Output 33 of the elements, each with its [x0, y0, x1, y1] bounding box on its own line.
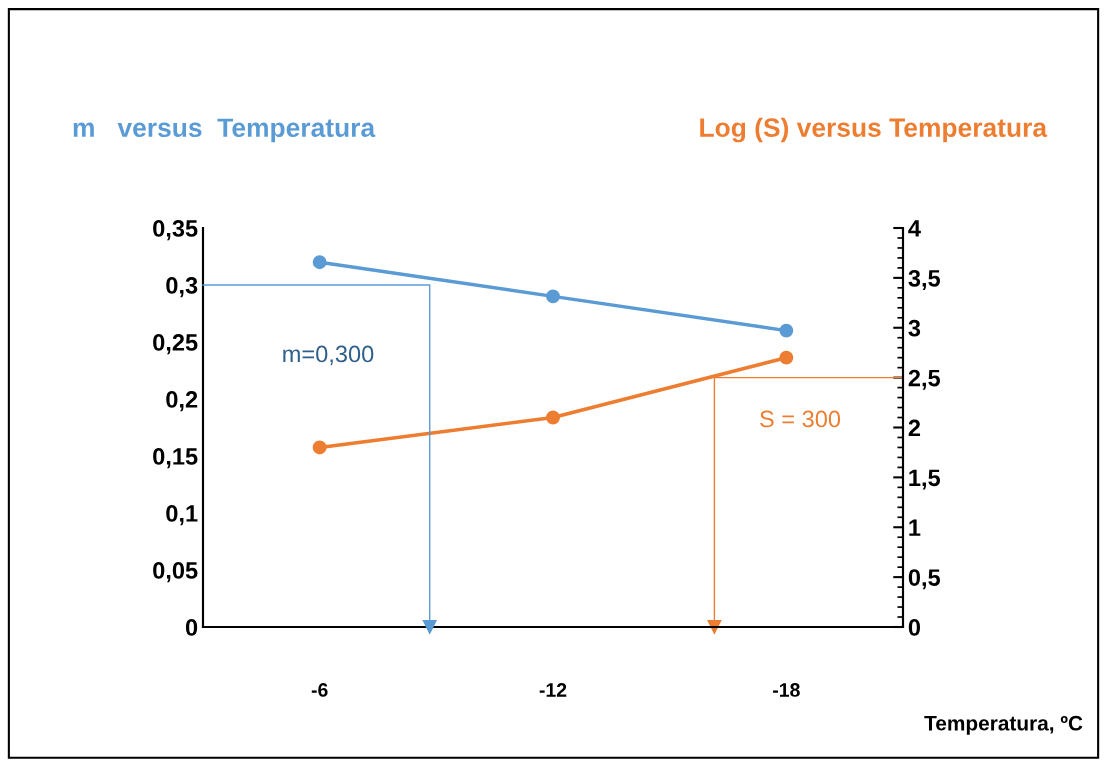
- y2-axis-title: Log (S) versus Temperatura: [700, 117, 1048, 143]
- point: [707, 620, 722, 634]
- point: [779, 350, 794, 365]
- point: [312, 255, 327, 270]
- point: [546, 289, 560, 304]
- y-tick-label: 0,35: [153, 220, 198, 241]
- annotation: S = 300: [760, 410, 841, 428]
- annotation: m=0,300: [283, 345, 374, 366]
- y2-tick-label: 2,5: [908, 369, 941, 390]
- y-tick-label: 0: [185, 619, 198, 636]
- y2-tick-label: 0,5: [908, 569, 941, 590]
- point: [422, 620, 437, 634]
- y-tick-label: 0,05: [153, 562, 198, 583]
- y2-tick-label: 2: [908, 419, 921, 437]
- y2-tick-label: 4: [908, 220, 921, 237]
- x-tick-label: -12: [539, 683, 567, 697]
- y2-tick-label: 3: [908, 319, 921, 337]
- point: [546, 410, 560, 425]
- y-tick-label: 0,15: [153, 448, 198, 469]
- y2-tick-label: 1: [909, 519, 921, 536]
- y2-tick-label: 3,5: [908, 269, 941, 291]
- point: [312, 440, 327, 455]
- point: [779, 323, 794, 338]
- y2-tick-label: 0: [908, 619, 921, 636]
- y-axis-title: m versus Temperatura: [73, 118, 376, 143]
- y2-tick-label: 1,5: [909, 469, 941, 490]
- y-tick-label: 0,2: [166, 391, 198, 412]
- x-axis-title: Temperatura, ºC: [924, 715, 1083, 735]
- x-tick-label: -18: [773, 683, 800, 697]
- y-tick-label: 0,3: [166, 277, 198, 298]
- x-tick-label: -6: [311, 683, 328, 697]
- y-tick-label: 0,1: [166, 505, 198, 526]
- y-tick-label: 0,25: [153, 334, 198, 355]
